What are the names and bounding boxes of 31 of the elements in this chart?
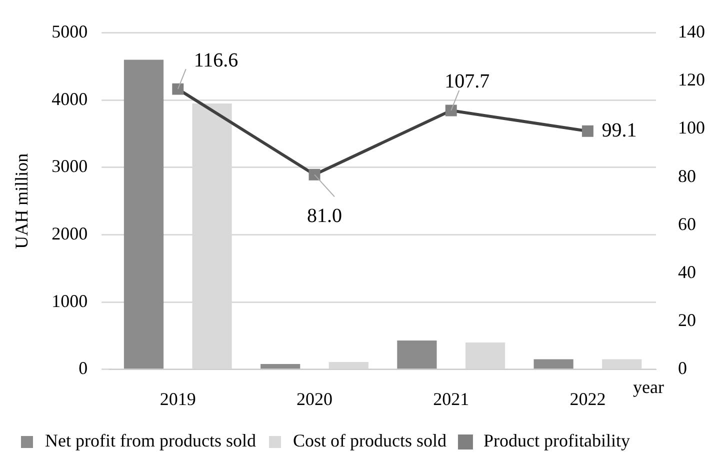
x-tick-label: 2022 [570,388,606,409]
y-tick-label: 0 [78,358,88,378]
y2-tick-label: 60 [678,214,696,234]
x-tick-label: 2020 [296,388,332,409]
y-tick-label: 4000 [52,88,88,109]
x-tick-label: 2019 [160,388,196,409]
y2-tick-label: 100 [678,118,705,138]
x-tick-label: 2021 [433,388,470,409]
y2-tick-label: 120 [678,70,705,90]
legend-label: Net profit from products sold [45,430,256,451]
y-axis-title: UAH million [12,153,32,249]
data-label: 99.1 [602,119,637,142]
legend-label: Product profitability [483,430,630,451]
data-label: 107.7 [444,70,490,93]
y2-tick-label: 40 [678,262,696,282]
y-tick-label: 5000 [52,22,88,42]
y2-tick-label: 0 [678,358,687,378]
bar [534,359,574,369]
bar [260,364,300,369]
y-tick-label: 1000 [52,290,88,311]
bar [124,60,164,369]
data-label: 116.6 [194,49,238,72]
y2-tick-label: 140 [678,22,705,42]
data-label: 81.0 [307,204,342,227]
y-tick-label: 2000 [52,223,88,244]
y2-tick-label: 80 [678,166,696,186]
y-tick-label: 3000 [52,156,88,176]
y2-tick-label: 20 [678,310,696,330]
legend-label: Cost of products sold [292,430,446,451]
bar [397,340,437,369]
x-axis-title: year [633,377,664,398]
